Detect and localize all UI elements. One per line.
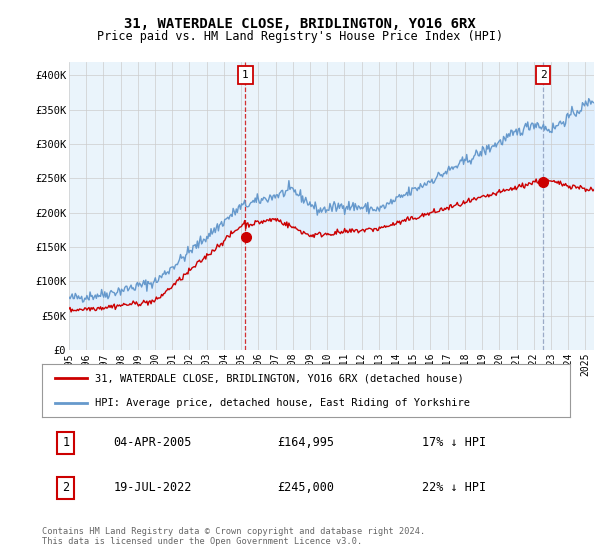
- Text: 1: 1: [242, 71, 249, 80]
- Text: £164,995: £164,995: [277, 436, 335, 449]
- Text: 17% ↓ HPI: 17% ↓ HPI: [422, 436, 486, 449]
- Text: 31, WATERDALE CLOSE, BRIDLINGTON, YO16 6RX: 31, WATERDALE CLOSE, BRIDLINGTON, YO16 6…: [124, 17, 476, 31]
- Text: 1: 1: [62, 436, 70, 449]
- Text: 19-JUL-2022: 19-JUL-2022: [113, 482, 192, 494]
- Text: 2: 2: [62, 482, 70, 494]
- Text: Price paid vs. HM Land Registry's House Price Index (HPI): Price paid vs. HM Land Registry's House …: [97, 30, 503, 43]
- Text: Contains HM Land Registry data © Crown copyright and database right 2024.
This d: Contains HM Land Registry data © Crown c…: [42, 526, 425, 546]
- Text: 31, WATERDALE CLOSE, BRIDLINGTON, YO16 6RX (detached house): 31, WATERDALE CLOSE, BRIDLINGTON, YO16 6…: [95, 374, 464, 384]
- Text: HPI: Average price, detached house, East Riding of Yorkshire: HPI: Average price, detached house, East…: [95, 398, 470, 408]
- Text: 04-APR-2005: 04-APR-2005: [113, 436, 192, 449]
- Text: 2: 2: [539, 71, 547, 80]
- Text: 22% ↓ HPI: 22% ↓ HPI: [422, 482, 486, 494]
- Text: £245,000: £245,000: [277, 482, 335, 494]
